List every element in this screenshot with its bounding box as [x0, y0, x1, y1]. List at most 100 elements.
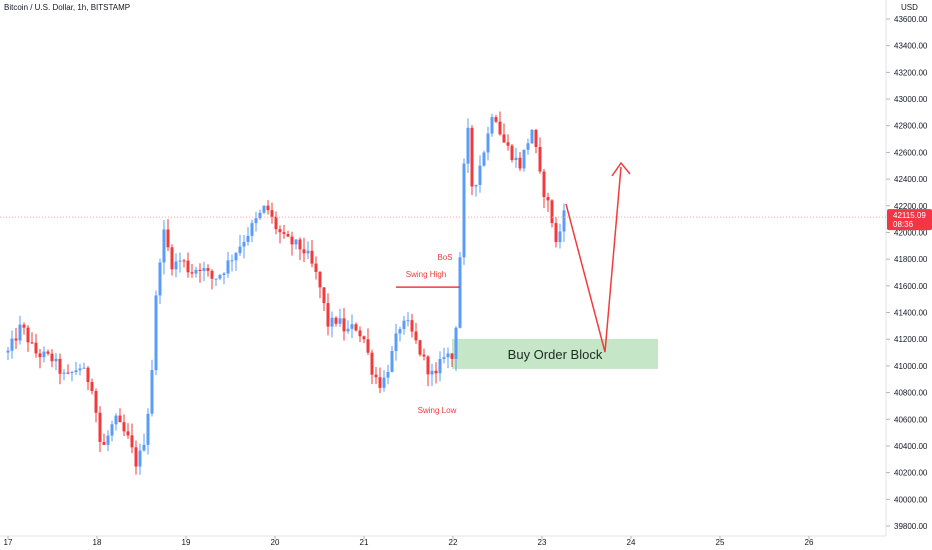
x-axis: 17 18 19 20 21 22 23 24 25 26: [4, 536, 814, 547]
candle-body: [362, 336, 366, 340]
candle-body: [278, 229, 282, 233]
candle-body: [26, 327, 30, 343]
candle-body: [546, 197, 550, 201]
candle-body: [518, 157, 522, 169]
candle-body: [454, 327, 458, 359]
candle-body: [490, 117, 494, 134]
candle-body: [238, 246, 242, 254]
candle-body: [506, 142, 510, 146]
candle-body: [494, 117, 498, 122]
y-tick-label: 41000.00: [894, 362, 928, 371]
candle-body: [170, 247, 174, 270]
candle-body: [146, 413, 150, 445]
candle-body: [262, 205, 266, 213]
candle-body: [86, 367, 90, 383]
candle-body: [554, 223, 558, 243]
candle-body: [90, 382, 94, 392]
candle-body: [206, 268, 210, 271]
current-price-tag: [887, 209, 932, 231]
candle-body: [130, 435, 134, 448]
candle-body: [138, 450, 142, 467]
candle-body: [186, 260, 190, 273]
x-tick-label: 23: [538, 538, 547, 547]
projection-arrowhead: [611, 161, 631, 177]
y-tick-label: 42200.00: [894, 202, 928, 211]
candle-body: [430, 370, 434, 375]
candle-body: [282, 232, 286, 235]
candle-body: [538, 147, 542, 172]
candle-body: [322, 287, 326, 304]
x-tick-label: 22: [449, 538, 458, 547]
candle-body: [270, 210, 274, 217]
candle-body: [502, 134, 506, 143]
candle-body: [34, 342, 38, 354]
candle-body: [78, 368, 82, 371]
candle-body: [46, 351, 50, 354]
candle-body: [98, 412, 102, 442]
candle-body: [334, 317, 338, 324]
swing-high-label: Swing High: [406, 270, 446, 279]
candle-body: [534, 129, 538, 148]
candle-body: [370, 352, 374, 375]
candle-body: [386, 371, 390, 378]
y-tick-label: 40400.00: [894, 442, 928, 451]
x-tick-label: 21: [360, 538, 369, 547]
candle-body: [62, 372, 66, 374]
candle-body: [6, 350, 10, 353]
candle-body: [354, 324, 358, 331]
candle-body: [346, 328, 350, 332]
candle-body: [134, 447, 138, 467]
candle-body: [462, 163, 466, 258]
y-tick-label: 42400.00: [894, 175, 928, 184]
candle-body: [514, 157, 518, 160]
order-block-zone: [452, 338, 658, 369]
candle-body: [390, 351, 394, 372]
bos-label: BoS: [437, 253, 452, 262]
candle-body: [226, 260, 230, 274]
x-tick-label: 25: [716, 538, 725, 547]
candle-body: [418, 340, 422, 355]
candle-body: [342, 318, 346, 332]
candle-body: [550, 200, 554, 224]
y-tick-label: 43400.00: [894, 42, 928, 51]
candle-body: [286, 234, 290, 237]
candle-body: [302, 249, 306, 254]
candle-body: [246, 235, 250, 242]
candle-body: [378, 377, 382, 388]
candle-body: [482, 152, 486, 166]
candle-body: [38, 353, 42, 358]
candle-body: [42, 351, 46, 358]
candle-body: [74, 370, 78, 373]
candle-body: [106, 435, 110, 445]
candle-body: [182, 260, 186, 262]
candle-body: [110, 424, 114, 436]
candle-body: [258, 212, 262, 219]
candle-body: [294, 239, 298, 245]
candle-body: [234, 253, 238, 261]
candle-body: [426, 356, 430, 375]
candle-body: [306, 250, 310, 254]
candle-body: [290, 236, 294, 245]
candle-body: [274, 216, 278, 230]
candle-body: [358, 330, 362, 337]
candle-body: [30, 342, 34, 344]
candle-body: [530, 129, 534, 144]
candle-body: [466, 127, 470, 164]
candle-body: [190, 272, 194, 274]
candle-body: [310, 250, 314, 264]
candle-body: [194, 269, 198, 274]
grid-layer: [0, 0, 887, 537]
candle-body: [558, 231, 562, 243]
candle-body: [10, 338, 14, 351]
candle-body: [402, 320, 406, 330]
candle-body: [82, 367, 86, 369]
candle-body: [230, 260, 234, 262]
candle-body: [102, 441, 106, 445]
candle-body: [22, 324, 26, 328]
candle-body: [510, 145, 514, 160]
candle-body: [70, 372, 74, 374]
candle-body: [154, 295, 158, 371]
order-block-label: Buy Order Block: [508, 347, 603, 362]
